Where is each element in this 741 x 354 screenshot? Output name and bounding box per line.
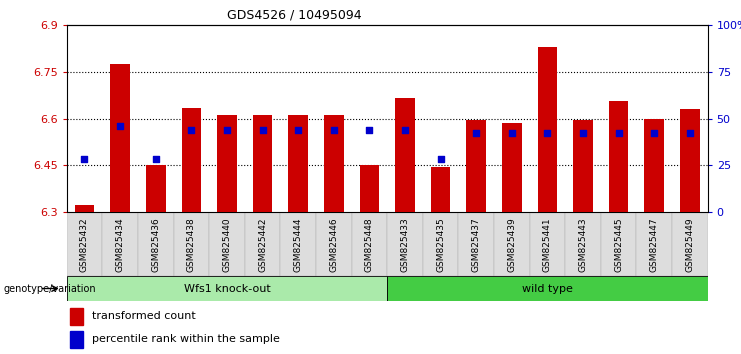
Point	[292, 127, 304, 132]
Point	[221, 127, 233, 132]
Bar	[324, 115, 344, 212]
Bar	[182, 108, 201, 212]
Point	[506, 130, 518, 136]
Text: GSM825442: GSM825442	[258, 217, 267, 272]
Bar	[138, 212, 173, 276]
Bar	[387, 212, 423, 276]
Text: GSM825436: GSM825436	[151, 217, 160, 272]
Bar	[288, 115, 308, 212]
Bar	[538, 47, 557, 212]
Point	[577, 130, 589, 136]
Bar	[466, 120, 486, 212]
Bar	[316, 212, 351, 276]
Bar	[672, 212, 708, 276]
Text: percentile rank within the sample: percentile rank within the sample	[93, 335, 280, 344]
Point	[363, 127, 375, 132]
Bar	[601, 212, 637, 276]
Bar	[102, 212, 138, 276]
Bar	[351, 212, 387, 276]
Text: GSM825448: GSM825448	[365, 217, 374, 272]
Bar	[75, 205, 94, 212]
Text: GSM825449: GSM825449	[685, 217, 694, 272]
Point	[256, 127, 268, 132]
Bar	[609, 101, 628, 212]
Bar	[110, 64, 130, 212]
Bar	[146, 166, 165, 212]
Point	[542, 130, 554, 136]
Bar	[395, 98, 415, 212]
Bar	[431, 167, 451, 212]
Text: GSM825438: GSM825438	[187, 217, 196, 272]
Point	[114, 124, 126, 129]
Text: GSM825432: GSM825432	[80, 217, 89, 272]
Bar	[70, 308, 83, 325]
Bar	[387, 276, 708, 301]
Text: GSM825434: GSM825434	[116, 217, 124, 272]
Point	[328, 127, 339, 132]
Point	[435, 156, 447, 162]
Point	[648, 130, 660, 136]
Text: wild type: wild type	[522, 284, 573, 293]
Bar	[565, 212, 601, 276]
Point	[471, 130, 482, 136]
Text: genotype/variation: genotype/variation	[4, 284, 96, 293]
Bar	[245, 212, 280, 276]
Text: GSM825444: GSM825444	[293, 217, 302, 272]
Bar	[67, 212, 102, 276]
Text: GSM825435: GSM825435	[436, 217, 445, 272]
Bar	[645, 119, 664, 212]
Point	[399, 127, 411, 132]
Bar	[173, 212, 209, 276]
Point	[684, 130, 696, 136]
Bar	[67, 276, 387, 301]
Text: transformed count: transformed count	[93, 312, 196, 321]
Bar	[280, 212, 316, 276]
Text: GSM825440: GSM825440	[222, 217, 231, 272]
Bar	[423, 212, 459, 276]
Bar	[574, 120, 593, 212]
Text: GDS4526 / 10495094: GDS4526 / 10495094	[227, 8, 362, 21]
Bar	[502, 123, 522, 212]
Bar	[217, 115, 236, 212]
Bar	[359, 166, 379, 212]
Bar	[70, 331, 83, 348]
Bar	[637, 212, 672, 276]
Text: GSM825433: GSM825433	[400, 217, 410, 272]
Text: GSM825437: GSM825437	[472, 217, 481, 272]
Text: GSM825441: GSM825441	[543, 217, 552, 272]
Bar	[680, 109, 700, 212]
Point	[79, 156, 90, 162]
Text: GSM825439: GSM825439	[508, 217, 516, 272]
Text: GSM825445: GSM825445	[614, 217, 623, 272]
Bar	[253, 115, 273, 212]
Text: Wfs1 knock-out: Wfs1 knock-out	[184, 284, 270, 293]
Bar	[494, 212, 530, 276]
Text: GSM825447: GSM825447	[650, 217, 659, 272]
Bar	[209, 212, 245, 276]
Bar	[459, 212, 494, 276]
Point	[613, 130, 625, 136]
Point	[150, 156, 162, 162]
Text: GSM825446: GSM825446	[329, 217, 338, 272]
Bar	[530, 212, 565, 276]
Text: GSM825443: GSM825443	[579, 217, 588, 272]
Point	[185, 127, 197, 132]
